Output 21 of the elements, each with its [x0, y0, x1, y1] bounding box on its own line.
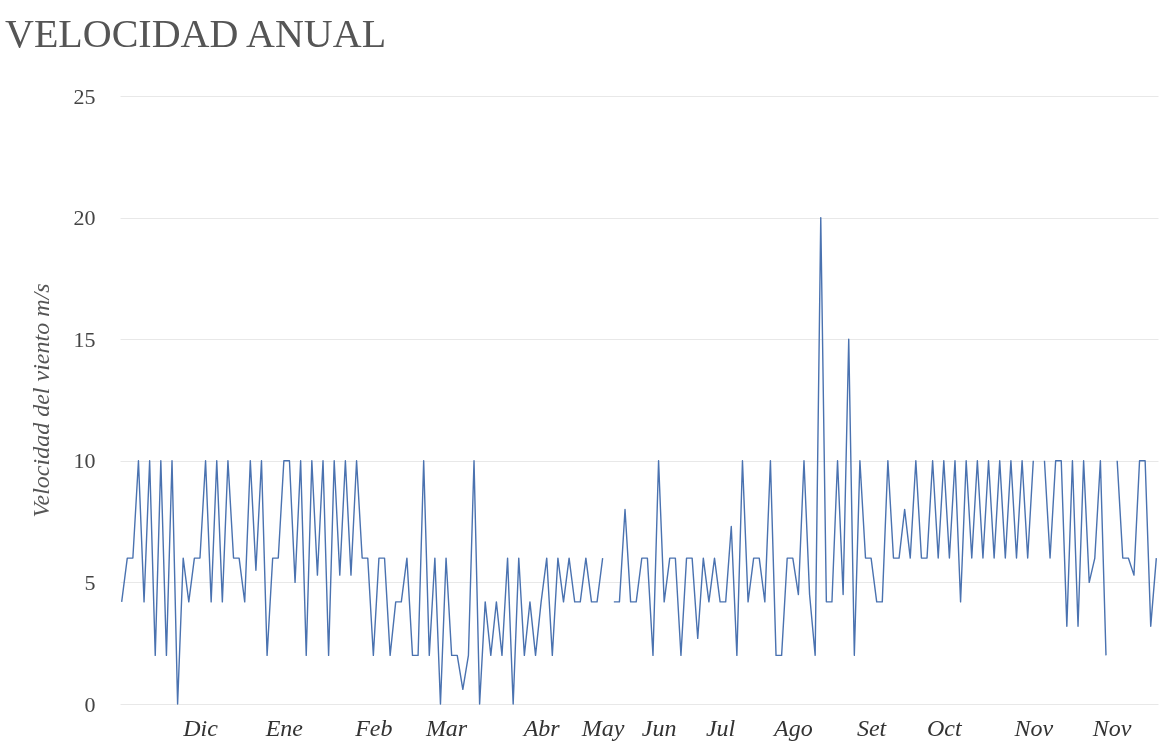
- chart-title: VELOCIDAD ANUAL: [5, 11, 387, 56]
- x-tick-label: Abr: [521, 714, 561, 741]
- y-tick-label: 25: [73, 83, 96, 109]
- x-tick-label: May: [580, 714, 625, 741]
- x-tick-label: Feb: [354, 714, 393, 741]
- x-tick-label: Mar: [424, 714, 468, 741]
- x-tick-label: Nov: [1091, 714, 1132, 741]
- y-tick-label: 10: [73, 448, 96, 474]
- x-tick-label: Ene: [264, 714, 304, 741]
- y-tick-label: 20: [73, 205, 96, 231]
- x-tick-label: Jun: [641, 714, 677, 741]
- y-axis-title: Velocidad del viento m/s: [27, 283, 54, 518]
- x-tick-label: Ago: [771, 714, 813, 741]
- x-tick-label: Set: [856, 714, 888, 741]
- y-tick-label: 15: [73, 326, 96, 352]
- y-tick-label: 0: [84, 691, 96, 717]
- y-tick-label: 5: [84, 569, 96, 595]
- x-tick-label: Nov: [1013, 714, 1054, 741]
- x-tick-label: Dic: [182, 714, 219, 741]
- x-tick-label: Jul: [705, 714, 736, 741]
- x-tick-label: Oct: [926, 714, 963, 741]
